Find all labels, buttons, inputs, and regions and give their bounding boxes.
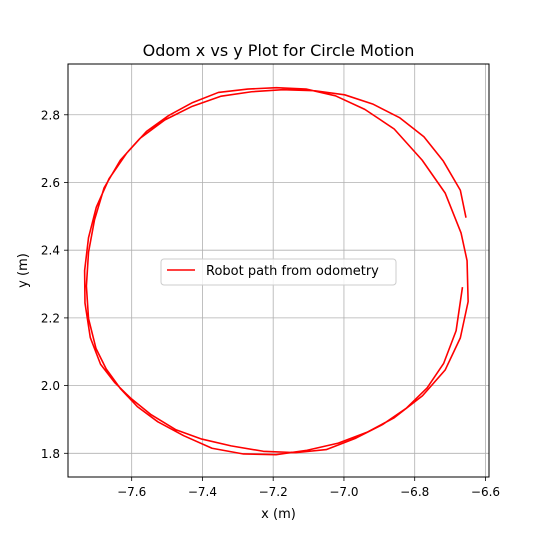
x-tick-label: −7.4 [188, 485, 217, 499]
x-tick-label: −6.6 [471, 485, 500, 499]
legend-box [160, 258, 397, 286]
legend: Robot path from odometry [160, 258, 397, 286]
plot-area-frame [67, 63, 490, 478]
y-tick-label: 2.0 [41, 379, 60, 393]
y-axis-label: y (m) [16, 253, 31, 288]
y-tick-label: 2.2 [41, 311, 60, 325]
series-line-robot-path [83, 86, 469, 456]
y-tick-label: 2.6 [41, 176, 60, 190]
y-tick-label: 2.8 [41, 108, 60, 122]
x-tick-label: −6.8 [400, 485, 429, 499]
legend-entry-robot-path: Robot path from odometry [206, 264, 379, 279]
x-axis-label: x (m) [261, 507, 296, 522]
axis-ticks: −7.6 −7.4 −7.2 −7.0 −6.8 −6.6 1.8 2.0 2.2 2.4 2.6 2… [41, 108, 500, 499]
chart-title: Odom x vs y Plot for Circle Motion [143, 41, 415, 60]
x-tick-label: −7.2 [259, 485, 288, 499]
y-tick-label: 1.8 [41, 447, 60, 461]
x-tick-label: −7.0 [329, 485, 358, 499]
y-tick-label: 2.4 [41, 244, 60, 258]
x-tick-label: −7.6 [117, 485, 146, 499]
